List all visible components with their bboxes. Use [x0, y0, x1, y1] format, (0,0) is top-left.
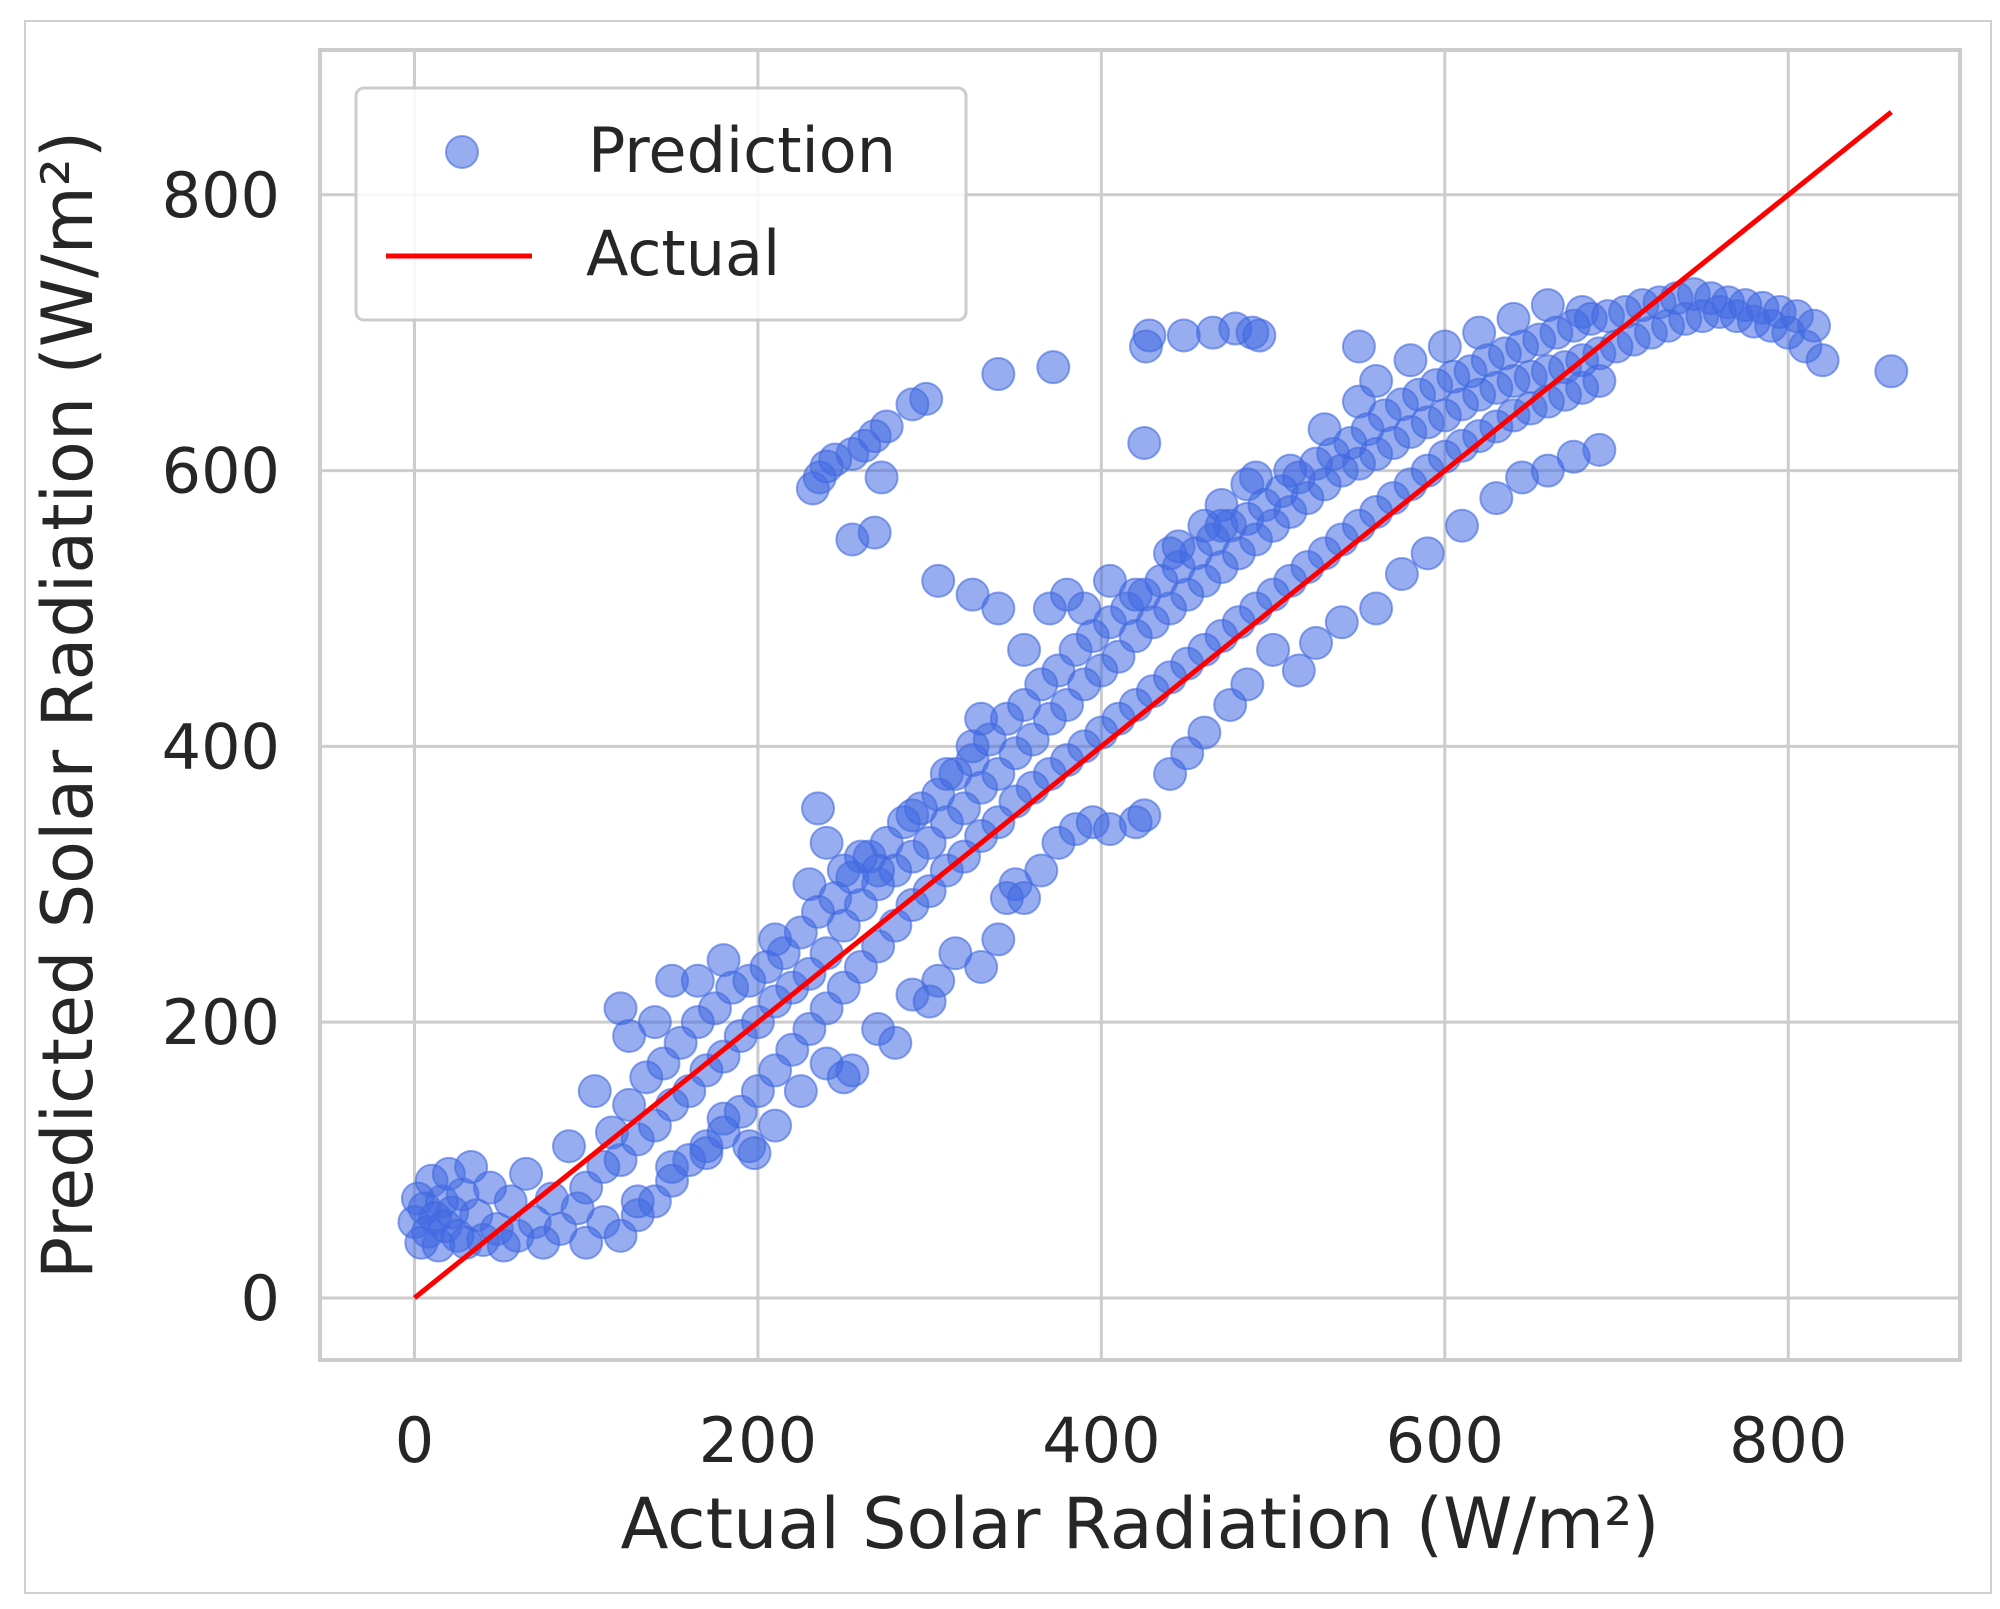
- y-tick-label: 800: [162, 159, 280, 232]
- prediction-point: [1299, 625, 1334, 660]
- x-tick-label: 200: [699, 1404, 817, 1477]
- prediction-point: [706, 1101, 741, 1136]
- prediction-point: [1479, 481, 1514, 516]
- y-axis-title: Predicted Solar Radiation (W/m²): [27, 131, 109, 1279]
- prediction-point: [1118, 577, 1153, 612]
- prediction-point: [706, 943, 741, 978]
- prediction-point: [689, 1136, 724, 1171]
- prediction-point: [1161, 529, 1196, 564]
- y-tick-label: 200: [162, 986, 280, 1059]
- prediction-point: [964, 701, 999, 736]
- legend-prediction-label: Prediction: [588, 114, 896, 187]
- prediction-point: [758, 922, 793, 957]
- prediction-point: [801, 791, 836, 826]
- prediction-point: [1230, 467, 1265, 502]
- prediction-point: [1874, 354, 1909, 389]
- grid: [320, 50, 1960, 1360]
- prediction-point: [1204, 508, 1239, 543]
- y-tick-label: 600: [162, 435, 280, 508]
- prediction-point: [929, 756, 964, 791]
- prediction-point: [1530, 288, 1565, 323]
- prediction-point: [612, 1087, 647, 1122]
- prediction-point: [964, 950, 999, 984]
- prediction-point: [1805, 343, 1840, 378]
- prediction-point: [552, 1129, 587, 1164]
- prediction-point: [509, 1156, 544, 1191]
- prediction-point: [1307, 412, 1342, 447]
- prediction-point: [637, 1005, 672, 1040]
- prediction-point: [620, 1184, 655, 1219]
- prediction-point: [493, 1184, 528, 1219]
- prediction-point: [758, 1108, 793, 1143]
- prediction-point: [1230, 667, 1265, 702]
- prediction-point: [869, 409, 904, 444]
- prediction-point: [1036, 350, 1071, 385]
- prediction-point: [1067, 591, 1102, 626]
- prediction-point: [680, 963, 715, 998]
- prediction-point: [1127, 798, 1162, 833]
- prediction-point: [1132, 318, 1167, 353]
- prediction-point: [921, 563, 956, 598]
- prediction-point: [1341, 329, 1376, 364]
- prediction-point: [737, 1136, 772, 1171]
- legend-actual-label: Actual: [586, 217, 780, 290]
- prediction-point: [577, 1074, 612, 1109]
- prediction-point: [1281, 653, 1316, 688]
- prediction-point: [1256, 632, 1291, 667]
- prediction-point: [1582, 363, 1617, 398]
- prediction-point: [909, 381, 944, 416]
- x-tick-label: 400: [1042, 1404, 1160, 1477]
- prediction-point: [835, 1053, 870, 1088]
- actual-line: [412, 110, 1893, 1300]
- prediction-point: [1007, 632, 1042, 667]
- tick-labels: 0 200 400 600 800 0 200 400 600 800: [162, 159, 1848, 1477]
- x-tick-label: 600: [1386, 1404, 1504, 1477]
- prediction-point: [981, 922, 1016, 957]
- x-axis-title: Actual Solar Radiation (W/m²): [621, 1483, 1660, 1565]
- prediction-point: [1393, 343, 1428, 378]
- prediction-point: [809, 825, 844, 860]
- prediction-point: [895, 798, 930, 833]
- prediction-point: [655, 1149, 690, 1184]
- prediction-point: [1797, 308, 1832, 343]
- prediction-point: [783, 1074, 818, 1109]
- prediction-point: [1496, 301, 1531, 336]
- prediction-point: [1007, 881, 1042, 916]
- prediction-point: [857, 515, 892, 550]
- legend-box: [354, 86, 968, 322]
- prediction-point: [1273, 453, 1308, 488]
- prediction-point: [1410, 536, 1445, 571]
- prediction-point: [792, 867, 827, 902]
- actual-line-group: [412, 110, 1893, 1300]
- prediction-point: [1127, 426, 1162, 460]
- prediction-point: [878, 1025, 913, 1060]
- prediction-point: [1324, 605, 1359, 640]
- prediction-point: [1359, 591, 1394, 626]
- prediction-point: [1565, 295, 1600, 329]
- prediction-point: [861, 853, 896, 888]
- prediction-point: [981, 591, 1016, 626]
- y-tick-label: 0: [241, 1262, 280, 1335]
- prediction-point: [1242, 318, 1277, 353]
- prediction-points: [397, 277, 1909, 1263]
- prediction-point: [1427, 329, 1462, 364]
- legend: Prediction Actual: [354, 86, 968, 322]
- prediction-point: [1187, 715, 1222, 750]
- y-tick-label: 400: [162, 710, 280, 783]
- prediction-point: [864, 460, 899, 495]
- prediction-point: [1166, 318, 1201, 353]
- x-tick-label: 800: [1729, 1404, 1847, 1477]
- legend-prediction-marker: [445, 135, 479, 169]
- prediction-point: [981, 357, 1016, 392]
- x-tick-label: 0: [395, 1404, 434, 1477]
- prediction-point: [921, 963, 956, 998]
- prediction-point: [1359, 363, 1394, 398]
- prediction-point: [1444, 508, 1479, 543]
- prediction-point: [1024, 853, 1059, 888]
- prediction-point: [1384, 557, 1419, 591]
- prediction-point: [1462, 315, 1497, 350]
- prediction-point: [1582, 432, 1617, 467]
